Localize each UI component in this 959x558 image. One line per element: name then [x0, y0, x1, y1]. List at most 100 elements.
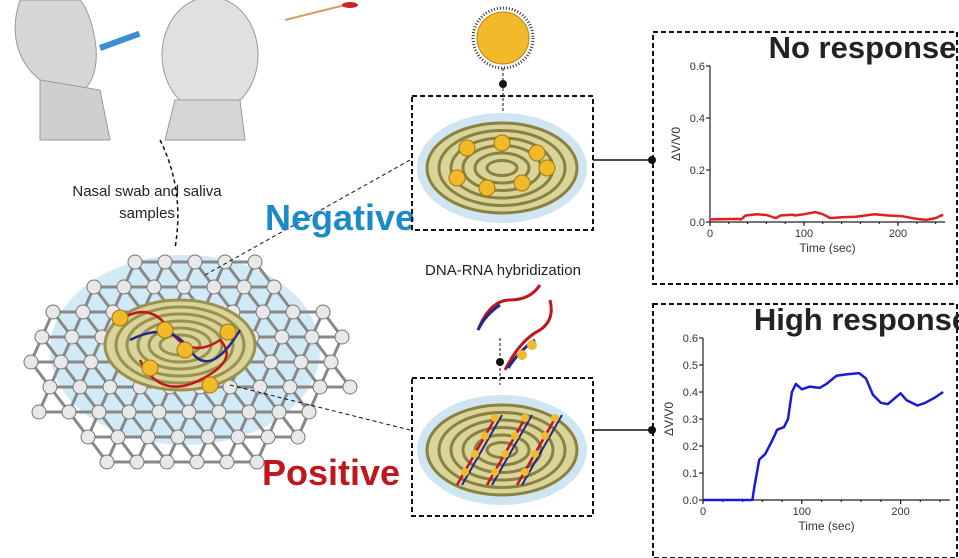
y-tick-label: 0.5: [683, 360, 698, 372]
y-tick-label: 0.6: [683, 333, 698, 345]
gold-nanoparticle: [141, 359, 159, 377]
positive-zoom-box: [411, 377, 594, 517]
carbon-atom: [219, 454, 235, 470]
carbon-atom: [334, 329, 350, 345]
gold-nanoparticle: [528, 144, 546, 162]
carbon-atom: [127, 254, 143, 270]
carbon-atom: [64, 329, 80, 345]
no-response-chart: No response 0.0 0.2 0.4 0.6 0 100 200 Time (sec)…: [669, 30, 956, 255]
x-tick-label: 200: [889, 228, 907, 240]
gold-nanoparticle: [478, 179, 496, 197]
probe-shell: [471, 6, 535, 70]
carbon-atom: [110, 429, 126, 445]
y-tick-label: 0.2: [683, 441, 698, 453]
carbon-atom: [157, 254, 173, 270]
carbon-atom: [301, 404, 317, 420]
x-tick-label: 0: [700, 506, 706, 518]
x-axis-label: Time (sec): [799, 241, 855, 255]
carbon-atom: [315, 304, 331, 320]
carbon-atom: [230, 429, 246, 445]
y-tick-label: 0.2: [690, 165, 705, 177]
carbon-atom: [241, 404, 257, 420]
carbon-atom: [23, 354, 39, 370]
samples-label-line1: Nasal swab and saliva: [72, 183, 222, 200]
negative-zoom-box: [411, 95, 594, 231]
carbon-atom: [323, 354, 339, 370]
carbon-atom: [255, 304, 271, 320]
carbon-atom: [189, 454, 205, 470]
carbon-atom: [252, 379, 268, 395]
carbon-atom: [80, 429, 96, 445]
carbon-atom: [271, 404, 287, 420]
carbon-atom: [187, 254, 203, 270]
no-response-panel: [652, 31, 958, 285]
carbon-atom: [129, 454, 145, 470]
carbon-atom: [99, 454, 115, 470]
chart-title: High response: [754, 302, 959, 337]
y-axis-label: ΔV/V0: [662, 402, 676, 436]
carbon-atom: [247, 254, 263, 270]
carbon-atom: [249, 454, 265, 470]
high-response-chart: High response 0.0 0.1 0.2 0.3 0.4 0.5 0.6 0 100 20…: [662, 302, 959, 533]
gold-nanoparticle: [448, 169, 466, 187]
carbon-atom: [31, 404, 47, 420]
y-tick-label: 0.6: [690, 61, 705, 73]
positive-electrode: [417, 395, 587, 505]
carbon-atom: [34, 329, 50, 345]
dna-rna-strand-icon: [476, 284, 553, 371]
carbon-atom: [102, 379, 118, 395]
carbon-atom: [86, 279, 102, 295]
carbon-atom: [217, 254, 233, 270]
y-tick-label: 0.4: [690, 113, 705, 125]
carbon-atom: [140, 429, 156, 445]
carbon-atom: [116, 279, 132, 295]
hybridization-label: DNA-RNA hybridization: [425, 262, 581, 279]
gold-nanoparticle: [176, 341, 194, 359]
carbon-atom: [176, 279, 192, 295]
carbon-atom: [181, 404, 197, 420]
y-tick-label: 0.0: [690, 217, 705, 229]
nasal-swab-icon: [342, 2, 358, 8]
x-tick-label: 0: [707, 228, 713, 240]
carbon-atom: [151, 404, 167, 420]
carbon-atom: [159, 454, 175, 470]
chart-title: No response: [769, 30, 957, 65]
data-series-line: [709, 210, 944, 222]
carbon-atom: [293, 354, 309, 370]
carbon-atom: [274, 329, 290, 345]
carbon-atom: [91, 404, 107, 420]
negative-label: Negative: [265, 197, 415, 238]
carbon-atom: [236, 279, 252, 295]
carbon-atom: [260, 429, 276, 445]
sample-arrow: [159, 139, 179, 249]
positive-label: Positive: [262, 452, 400, 493]
carbon-atom: [121, 404, 137, 420]
x-tick-label: 200: [891, 506, 909, 518]
carbon-atom: [266, 279, 282, 295]
carbon-atom: [304, 329, 320, 345]
y-tick-label: 0.1: [683, 468, 698, 480]
gold-nanoparticle: [458, 139, 476, 157]
carbon-atom: [290, 429, 306, 445]
gold-nanoparticle: [219, 323, 237, 341]
carbon-atom: [75, 304, 91, 320]
carbon-atom: [61, 404, 77, 420]
samples-label-line2: samples: [119, 205, 175, 222]
carbon-atom: [206, 279, 222, 295]
x-tick-label: 100: [795, 228, 813, 240]
high-response-panel: [652, 303, 958, 558]
axes: [702, 338, 950, 501]
y-axis-label: ΔV/V0: [669, 127, 683, 161]
patient-illustration: [14, 0, 358, 141]
carbon-atom: [45, 304, 61, 320]
x-axis-label: Time (sec): [798, 519, 854, 533]
carbon-atom: [42, 379, 58, 395]
y-tick-label: 0.3: [683, 414, 698, 426]
gold-nanoparticle: [111, 309, 129, 327]
gold-nanoparticle: [538, 159, 556, 177]
carbon-atom: [342, 379, 358, 395]
y-tick-label: 0.4: [683, 387, 698, 399]
gold-nanoparticle: [513, 174, 531, 192]
gold-nanoparticle: [156, 321, 174, 339]
carbon-atom: [263, 354, 279, 370]
